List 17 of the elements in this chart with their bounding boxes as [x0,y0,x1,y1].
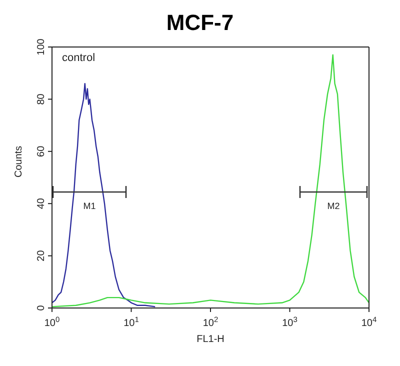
x-tick-label: 10$^{3}$ [282,314,298,329]
x-tick-label: 10$^{1}$ [124,314,139,329]
x-axis-title: FL1-H [196,334,224,345]
annotation: M2 [326,201,341,211]
x-tick-label: 10$^{4}$ [361,314,377,329]
chart-title: MCF-7 [165,9,235,37]
x-tick-label: 10$^{2}$ [202,314,218,329]
annotation: M1 [82,201,97,211]
y-tick-label: 100 [36,38,47,56]
y-axis-title: Counts [14,146,25,178]
y-tick-label: 60 [36,145,47,157]
y-tick-label: 40 [36,198,47,210]
y-tick-label: 0 [36,304,47,311]
y-tick-label: 80 [36,93,47,105]
annotation: control [62,52,96,64]
y-tick-label: 20 [36,250,47,262]
x-tick-label: 10$^{0}$ [44,314,60,329]
